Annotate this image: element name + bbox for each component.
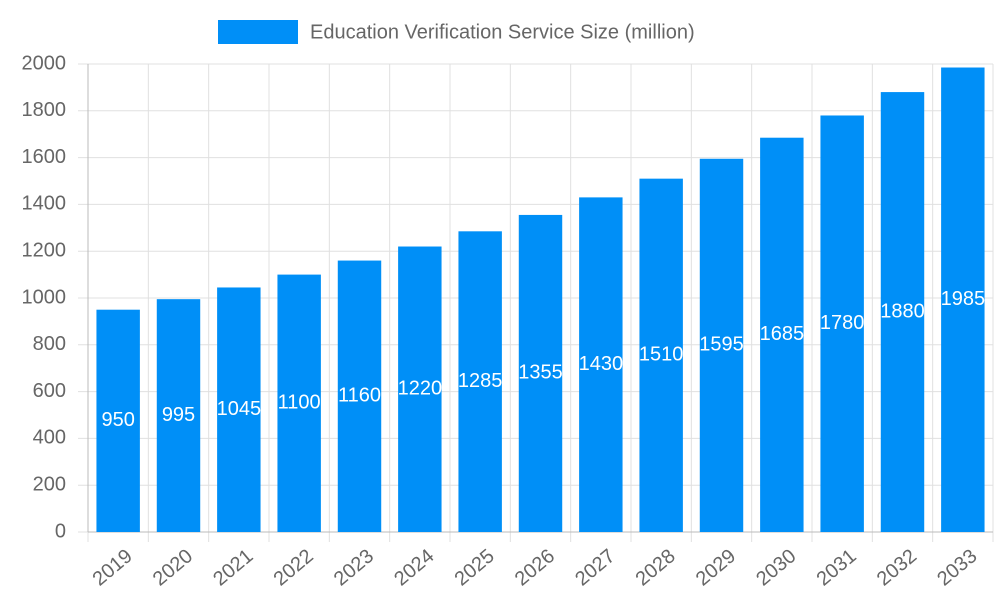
value-label: 1685 <box>760 323 805 345</box>
x-tick-label: 2023 <box>330 545 378 590</box>
x-tick-label: 2019 <box>89 545 137 590</box>
bar <box>518 214 563 532</box>
y-tick-label: 0 <box>55 520 66 542</box>
value-label: 1595 <box>699 334 744 356</box>
x-tick-label: 2030 <box>752 545 800 590</box>
value-label: 1220 <box>398 378 443 400</box>
value-label: 1100 <box>278 392 321 414</box>
value-label: 995 <box>162 404 195 426</box>
value-label: 1880 <box>880 300 925 322</box>
x-tick-label: 2027 <box>571 545 619 590</box>
value-label: 1780 <box>820 312 865 334</box>
bar <box>639 178 683 532</box>
x-tick-label: 2033 <box>933 545 981 590</box>
bar <box>277 274 321 532</box>
x-tick-label: 2032 <box>873 545 921 590</box>
x-tick-label: 2025 <box>451 545 499 590</box>
x-tick-label: 2022 <box>270 545 318 590</box>
bar <box>941 67 985 532</box>
y-tick-label: 1400 <box>22 193 67 215</box>
bar <box>217 287 261 532</box>
bar <box>156 299 201 532</box>
bar <box>820 115 864 532</box>
y-tick-label: 1000 <box>22 286 67 308</box>
bar <box>579 197 623 532</box>
bar <box>96 309 140 532</box>
x-tick-label: 2020 <box>149 545 197 590</box>
x-tick-label: 2031 <box>813 545 861 590</box>
bar <box>458 231 502 532</box>
bar <box>337 260 382 532</box>
value-label: 1510 <box>639 344 684 366</box>
legend-swatch <box>218 20 298 44</box>
x-tick-label: 2028 <box>632 545 680 590</box>
y-tick-label: 1800 <box>22 99 67 121</box>
value-label: 950 <box>101 409 134 431</box>
legend-label: Education Verification Service Size (mil… <box>310 21 695 43</box>
y-tick-label: 1200 <box>22 239 67 261</box>
y-tick-label: 400 <box>33 427 66 449</box>
bar <box>880 92 925 532</box>
y-tick-label: 600 <box>33 380 66 402</box>
value-label: 1430 <box>579 353 624 375</box>
value-label: 1045 <box>217 398 262 420</box>
y-tick-label: 2000 <box>22 52 67 74</box>
x-tick-label: 2021 <box>209 545 257 590</box>
y-tick-label: 800 <box>33 333 66 355</box>
value-label: 1355 <box>518 362 563 384</box>
x-tick-label: 2026 <box>511 545 559 590</box>
value-label: 1985 <box>941 288 986 310</box>
y-tick-label: 1600 <box>22 146 67 168</box>
x-tick-label: 2024 <box>390 545 438 590</box>
x-tick-label: 2029 <box>692 545 740 590</box>
value-label: 1285 <box>458 370 503 392</box>
value-label: 1160 <box>338 385 381 407</box>
bar <box>398 246 442 532</box>
bar <box>699 158 744 532</box>
y-tick-label: 200 <box>33 473 66 495</box>
bar <box>760 137 804 532</box>
